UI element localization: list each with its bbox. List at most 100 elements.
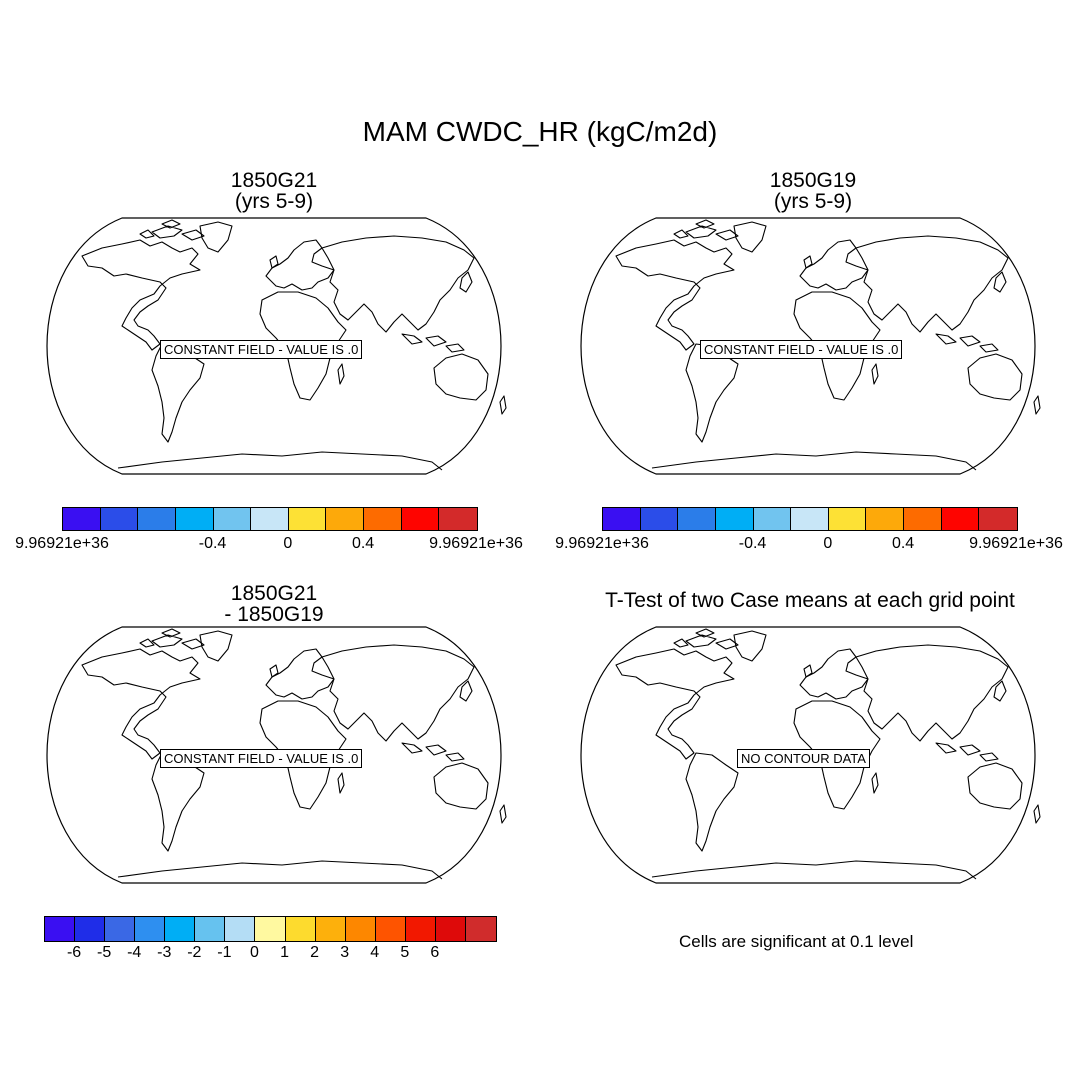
antarctica-outline [651, 451, 977, 471]
colorbar-cell [315, 917, 346, 941]
colorbar-tick-label: -4 [127, 944, 142, 961]
colorbar-cell [75, 917, 106, 941]
south-america-outline [685, 343, 739, 443]
panel-3-title: 1850G21 - 1850G19 [124, 583, 424, 625]
greenland-outline [733, 221, 767, 253]
colorbar-bottom [44, 916, 497, 942]
japan-outline [459, 271, 473, 293]
colorbar-cell [345, 917, 376, 941]
japan-outline [459, 680, 473, 702]
new-zealand-outline [1033, 804, 1041, 824]
colorbar-top-right [602, 507, 1018, 531]
europe-outline [265, 648, 335, 700]
panel-1-message: CONSTANT FIELD - VALUE IS .0 [160, 340, 363, 359]
greenland-outline [199, 221, 233, 253]
colorbar-tick-label: 9.96921e+36 [555, 535, 649, 552]
madagascar-outline [337, 772, 345, 794]
colorbar-tick-label: -2 [187, 944, 202, 961]
uk-outline [803, 255, 813, 269]
colorbar-cell [326, 508, 364, 530]
japan-outline [993, 271, 1007, 293]
colorbar-cell [405, 917, 436, 941]
colorbar-tick-label: 5 [400, 944, 410, 961]
panel-1-title: 1850G21 (yrs 5-9) [124, 170, 424, 212]
colorbar-tick-label: 9.96921e+36 [969, 535, 1063, 552]
panel-4-message: NO CONTOUR DATA [737, 749, 870, 768]
colorbar-cell [165, 917, 196, 941]
antarctica-outline [651, 860, 977, 880]
colorbar-cell [45, 917, 76, 941]
colorbar-tick-label: -3 [157, 944, 172, 961]
australia-outline [433, 762, 489, 810]
north-america-outline [81, 239, 201, 351]
europe-outline [799, 239, 869, 291]
panel-1-title-line1: 1850G21 [230, 169, 318, 192]
arctic-islands-outline [673, 628, 739, 650]
colorbar-tick-label: -1 [217, 944, 232, 961]
panel-2-message: CONSTANT FIELD - VALUE IS .0 [700, 340, 903, 359]
colorbar-cell [979, 508, 1017, 530]
south-america-outline [151, 343, 205, 443]
colorbar-cell [904, 508, 942, 530]
colorbar-cell [465, 917, 496, 941]
new-zealand-outline [1033, 395, 1041, 415]
panel-2-title-line2: (yrs 5-9) [773, 190, 853, 213]
colorbar-tick-label: 6 [430, 944, 440, 961]
japan-outline [993, 680, 1007, 702]
main-title: MAM CWDC_HR (kgC/m2d) [362, 116, 718, 147]
uk-outline [269, 255, 279, 269]
colorbar-tick-label: -0.4 [738, 535, 767, 552]
colorbar-cell [439, 508, 477, 530]
colorbar-tick-label: -6 [66, 944, 82, 961]
new-zealand-outline [499, 804, 507, 824]
colorbar-tick-label: 3 [340, 944, 350, 961]
indonesia-outline [401, 742, 465, 762]
colorbar-cell [138, 508, 176, 530]
colorbar-cell [225, 917, 256, 941]
europe-outline [265, 239, 335, 291]
south-america-outline [685, 752, 739, 852]
arctic-islands-outline [139, 628, 205, 650]
colorbar-cell [375, 917, 406, 941]
colorbar-cell [195, 917, 226, 941]
panel-2-title: 1850G19 (yrs 5-9) [663, 170, 963, 212]
colorbar-tick-label: 9.96921e+36 [15, 535, 109, 552]
asia-outline [855, 644, 1009, 742]
madagascar-outline [337, 363, 345, 385]
panel-3-title-line1: 1850G21 [230, 582, 318, 605]
colorbar-cell [715, 508, 754, 530]
panel-1-title-line2: (yrs 5-9) [234, 190, 314, 213]
greenland-outline [733, 630, 767, 662]
colorbar-tick-label: 0 [250, 944, 259, 961]
colorbar-tick-label: -5 [97, 944, 112, 961]
colorbar-cell [255, 917, 286, 941]
greenland-outline [199, 630, 233, 662]
colorbar-cell [135, 917, 166, 941]
colorbar-tick-label: 4 [370, 944, 380, 961]
antarctica-outline [117, 451, 443, 471]
colorbar-cell [401, 508, 440, 530]
panel-3-title-line2: - 1850G19 [224, 603, 324, 626]
colorbar-top-left [62, 507, 478, 531]
colorbar-cell [678, 508, 716, 530]
asia-outline [321, 235, 475, 333]
panel-4-title: T-Test of two Case means at each grid po… [560, 590, 1060, 611]
colorbar-tick-label: 2 [310, 944, 320, 961]
significance-note: Cells are significant at 0.1 level [679, 932, 914, 951]
uk-outline [269, 664, 279, 678]
colorbar-cell [251, 508, 289, 530]
asia-outline [321, 644, 475, 742]
colorbar-cell [175, 508, 214, 530]
madagascar-outline [871, 772, 879, 794]
colorbar-cell [288, 508, 327, 530]
new-zealand-outline [499, 395, 507, 415]
colorbar-cell [435, 917, 466, 941]
australia-outline [967, 762, 1023, 810]
antarctica-outline [117, 860, 443, 880]
south-america-outline [151, 752, 205, 852]
colorbar-cell [640, 508, 679, 530]
colorbar-tick-label: 0.4 [891, 535, 915, 552]
panel-3-message: CONSTANT FIELD - VALUE IS .0 [160, 749, 363, 768]
colorbar-cell [603, 508, 641, 530]
uk-outline [803, 664, 813, 678]
